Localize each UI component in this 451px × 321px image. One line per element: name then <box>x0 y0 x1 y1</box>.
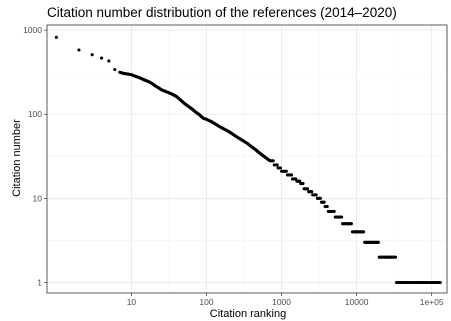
data-point <box>298 179 302 183</box>
x-tick-label: 10000 <box>345 297 369 307</box>
data-point <box>113 67 117 72</box>
x-tick-label: 10 <box>127 297 137 307</box>
data-point <box>278 166 282 170</box>
data-point <box>107 59 111 63</box>
data-point <box>275 163 279 167</box>
x-tick-label: 1000 <box>272 297 291 307</box>
data-point <box>362 230 366 234</box>
data-point <box>284 169 288 173</box>
plot-panel-border <box>46 24 448 294</box>
data-point <box>332 209 336 213</box>
y-axis-ticks: 1 10 100 1000 <box>23 25 47 287</box>
y-tick-label: 1 <box>37 277 42 287</box>
data-points <box>54 35 442 285</box>
data-point <box>301 182 305 186</box>
data-point <box>322 200 326 204</box>
data-point <box>100 56 104 60</box>
y-axis-title: Citation number <box>11 119 23 197</box>
data-point <box>393 255 398 259</box>
data-point <box>438 280 442 285</box>
plot-gridlines <box>47 25 447 293</box>
data-point <box>376 240 380 244</box>
x-tick-label: 1e+05 <box>420 297 444 307</box>
data-point <box>306 187 310 191</box>
data-point <box>54 35 58 39</box>
y-tick-label: 1000 <box>23 25 42 35</box>
x-axis-title: Citation ranking <box>210 308 286 320</box>
data-point <box>349 222 353 226</box>
data-point <box>90 53 94 57</box>
y-tick-label: 100 <box>28 109 42 119</box>
data-point <box>310 190 314 194</box>
data-point <box>314 193 318 197</box>
x-axis-ticks: 10 100 1000 10000 1e+05 <box>127 293 444 307</box>
data-point <box>340 215 344 219</box>
data-point <box>318 196 322 200</box>
y-tick-label: 10 <box>33 193 43 203</box>
data-point <box>325 204 329 209</box>
data-point <box>289 173 294 177</box>
chart-title: Citation number distribution of the refe… <box>47 5 397 20</box>
x-tick-label: 100 <box>199 297 213 307</box>
data-point <box>77 48 81 52</box>
data-point <box>271 159 275 163</box>
